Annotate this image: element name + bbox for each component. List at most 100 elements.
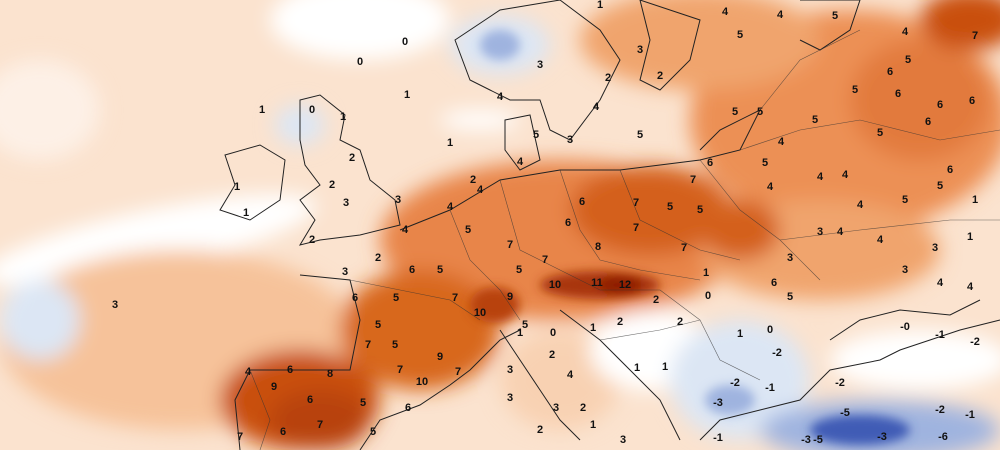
anomaly-value-label: -1: [765, 382, 775, 394]
anomaly-value-label: 4: [857, 199, 864, 211]
anomaly-value-label: 0: [550, 327, 556, 339]
anomaly-value-label: 0: [767, 324, 773, 336]
anomaly-value-label: 4: [402, 224, 409, 236]
anomaly-value-label: 3: [507, 392, 513, 404]
anomaly-value-label: -2: [730, 377, 740, 389]
anomaly-value-label: 2: [549, 349, 555, 361]
anomaly-value-label: 7: [542, 254, 548, 266]
anomaly-value-label: 3: [395, 194, 401, 206]
anomaly-value-label: 2: [349, 152, 355, 164]
anomaly-value-label: -2: [835, 377, 845, 389]
anomaly-value-label: 6: [937, 99, 943, 111]
anomaly-value-label: 4: [967, 281, 974, 293]
anomaly-value-label: 5: [697, 204, 703, 216]
anomaly-value-label: 0: [402, 36, 408, 48]
anomaly-value-label: 6: [409, 264, 415, 276]
anomaly-value-label: 4: [245, 366, 252, 378]
anomaly-value-label: 2: [677, 316, 683, 328]
anomaly-value-label: -6: [938, 431, 948, 443]
anomaly-value-label: 2: [653, 294, 659, 306]
anomaly-value-label: 6: [287, 364, 293, 376]
anomaly-value-label: 5: [905, 54, 911, 66]
anomaly-value-label: 4: [447, 201, 454, 213]
anomaly-value-label: 8: [327, 368, 333, 380]
anomaly-value-label: 6: [565, 217, 571, 229]
anomaly-value-label: 4: [817, 171, 824, 183]
anomaly-value-label: 3: [787, 252, 793, 264]
anomaly-value-label: 6: [280, 426, 286, 438]
anomaly-value-label: 7: [455, 366, 461, 378]
anomaly-value-label: 2: [537, 424, 543, 436]
anomaly-value-label: 3: [112, 299, 118, 311]
anomaly-value-label: 3: [507, 364, 513, 376]
anomaly-value-label: 5: [902, 194, 908, 206]
anomaly-value-label: 5: [877, 127, 883, 139]
borders: [249, 29, 1000, 450]
anomaly-value-label: 1: [243, 207, 249, 219]
anomaly-value-label: -3: [713, 397, 723, 409]
anomaly-value-label: 0: [357, 56, 363, 68]
anomaly-value-label: 6: [307, 394, 313, 406]
anomaly-value-label: 1: [517, 327, 523, 339]
anomaly-value-label: 5: [392, 339, 398, 351]
anomaly-value-label: 7: [972, 30, 978, 42]
anomaly-value-label: 5: [852, 84, 858, 96]
anomaly-value-label: 1: [597, 0, 603, 11]
anomaly-value-label: 7: [633, 197, 639, 209]
anomaly-value-label: -3: [801, 434, 811, 446]
anomaly-value-label: 3: [817, 226, 823, 238]
anomaly-value-label: 1: [404, 89, 410, 101]
anomaly-value-label: 7: [237, 431, 243, 443]
anomaly-value-label: 4: [767, 181, 774, 193]
anomaly-value-label: 5: [737, 29, 743, 41]
anomaly-value-label: 6: [895, 88, 901, 100]
anomaly-value-label: 9: [271, 381, 277, 393]
anomaly-value-label: 6: [947, 164, 953, 176]
anomaly-value-label: 5: [762, 157, 768, 169]
anomaly-value-label: 7: [452, 292, 458, 304]
anomaly-value-label: 6: [887, 66, 893, 78]
anomaly-value-label: 5: [667, 201, 673, 213]
anomaly-value-label: -5: [840, 407, 850, 419]
anomaly-value-label: 0: [705, 290, 711, 302]
anomaly-value-label: 0: [309, 104, 315, 116]
anomaly-value-label: 5: [787, 291, 793, 303]
anomaly-value-label: 5: [637, 129, 643, 141]
anomaly-value-label: 5: [522, 319, 528, 331]
anomaly-value-label: 5: [516, 264, 522, 276]
anomaly-value-label: 4: [778, 136, 785, 148]
anomaly-value-label: 1: [590, 419, 596, 431]
anomaly-value-label: 4: [567, 369, 574, 381]
anomaly-value-label: 2: [657, 70, 663, 82]
anomaly-value-label: 7: [397, 364, 403, 376]
anomaly-value-label: 5: [370, 426, 376, 438]
anomaly-value-label: 2: [605, 72, 611, 84]
anomaly-value-label: 5: [465, 224, 471, 236]
anomaly-value-label: 7: [365, 339, 371, 351]
anomaly-value-label: 3: [342, 266, 348, 278]
anomaly-value-label: 8: [595, 241, 601, 253]
anomaly-value-label: 7: [681, 242, 687, 254]
anomaly-value-label: 3: [902, 264, 908, 276]
anomaly-value-label: -2: [970, 336, 980, 348]
anomaly-value-label: 4: [777, 9, 784, 21]
anomaly-value-label: 2: [617, 316, 623, 328]
anomaly-value-label: 5: [533, 129, 539, 141]
anomaly-value-label: 10: [474, 307, 486, 319]
anomaly-value-label: 4: [722, 6, 729, 18]
anomaly-value-label: 3: [343, 197, 349, 209]
anomaly-value-label: 1: [590, 322, 596, 334]
anomaly-value-label: 4: [517, 156, 524, 168]
anomaly-value-label: -2: [772, 347, 782, 359]
anomaly-value-label: -1: [935, 329, 945, 341]
anomaly-value-label: 1: [234, 181, 240, 193]
anomaly-value-label: 2: [329, 179, 335, 191]
anomaly-value-label: 7: [507, 239, 513, 251]
anomaly-value-label: 6: [579, 196, 585, 208]
anomaly-value-label: -1: [965, 409, 975, 421]
anomaly-value-label: 3: [553, 402, 559, 414]
anomaly-value-label: 5: [437, 264, 443, 276]
anomaly-value-label: 5: [832, 10, 838, 22]
anomaly-value-label: 4: [877, 234, 884, 246]
